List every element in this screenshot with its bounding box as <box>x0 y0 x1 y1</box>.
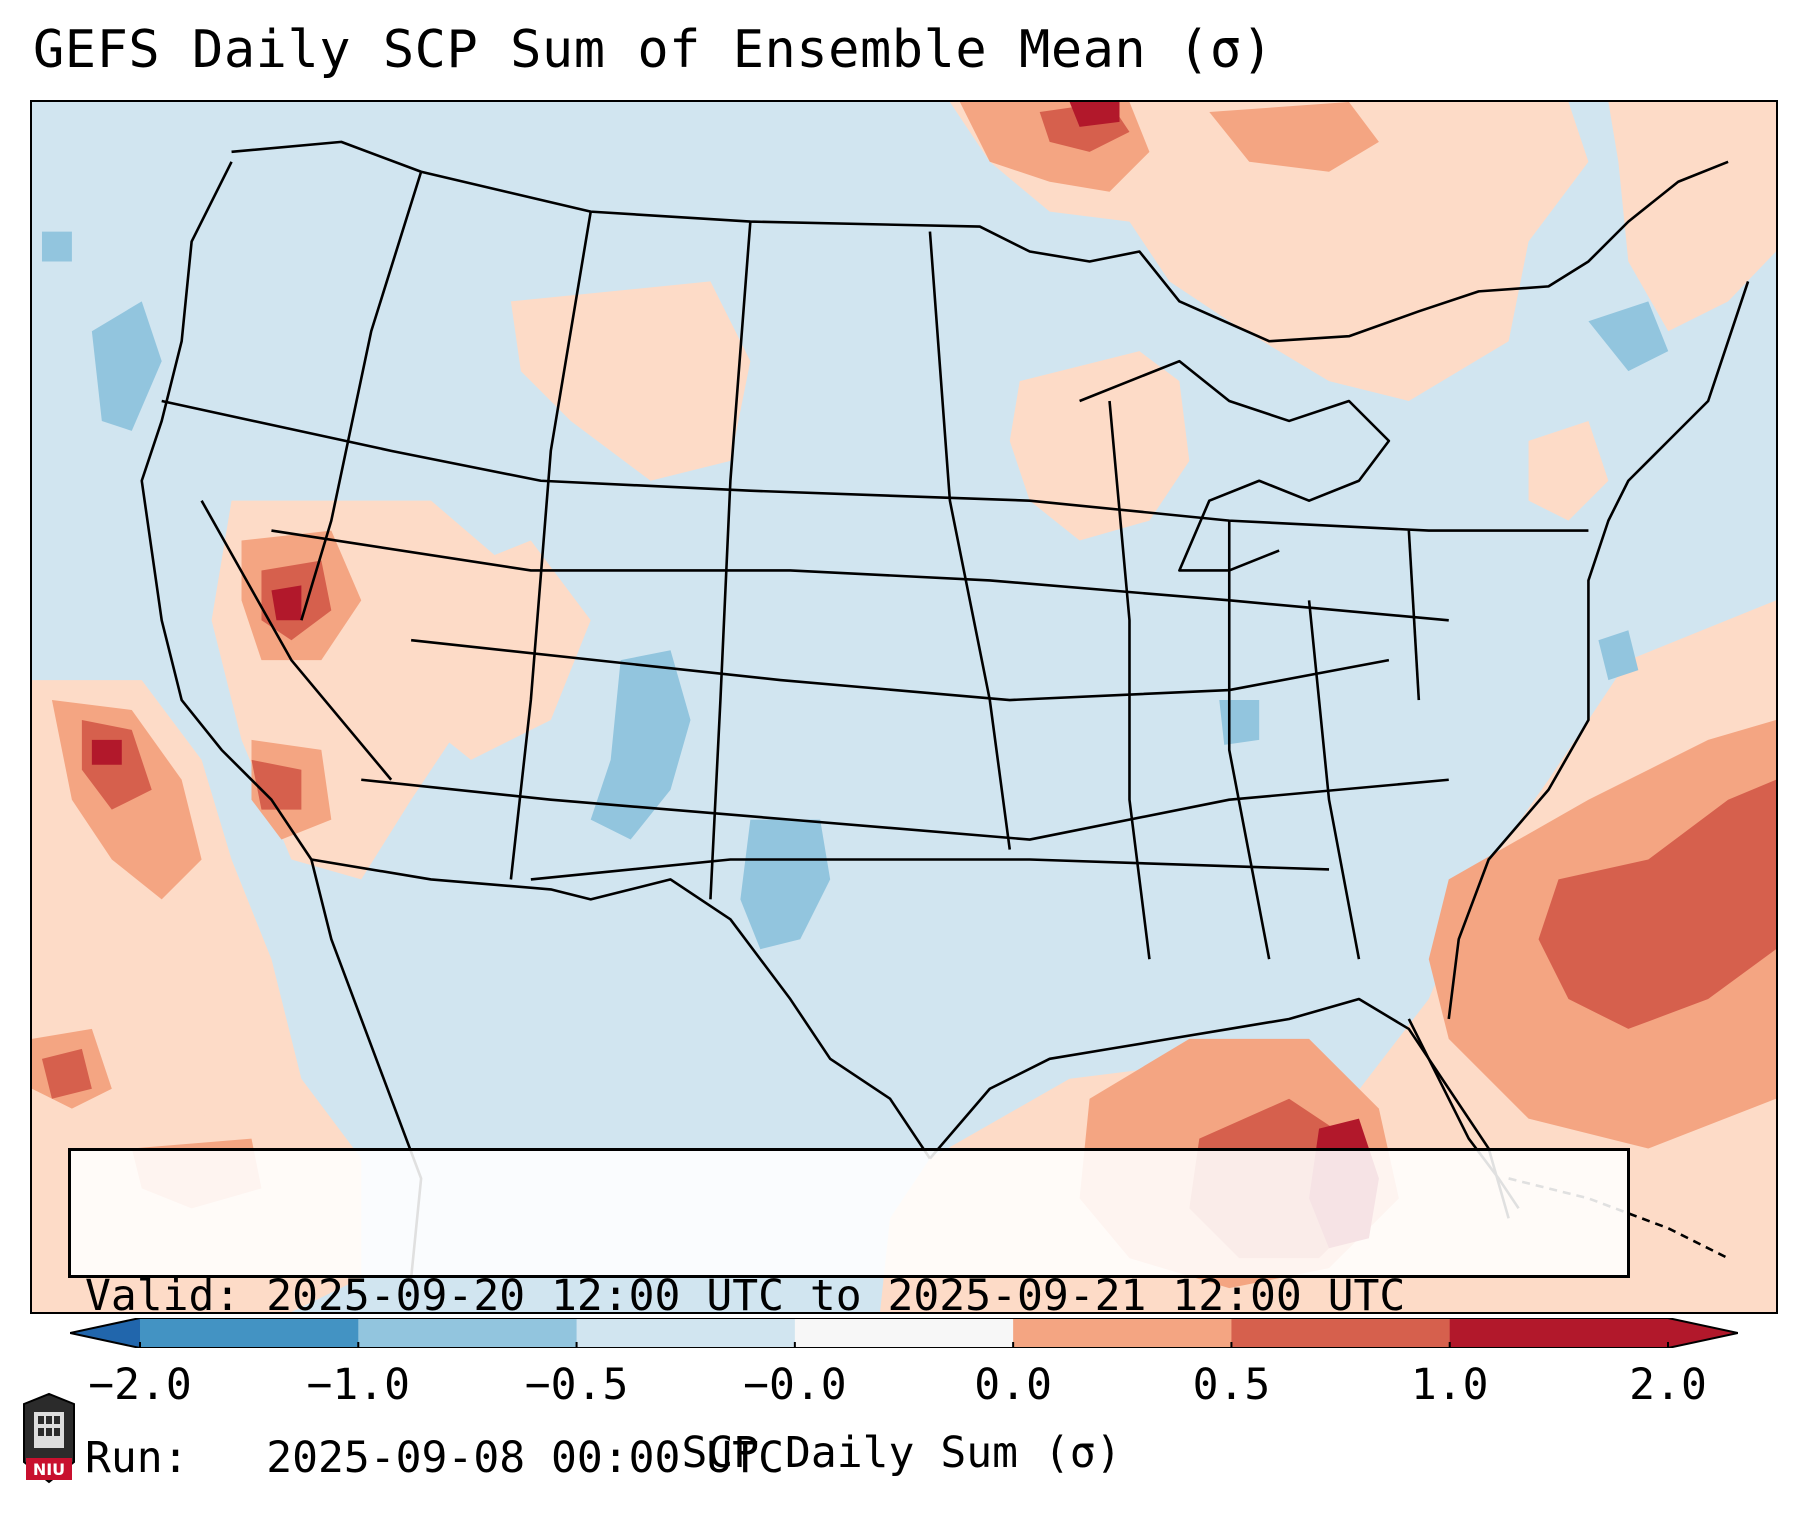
colorbar-segment-6 <box>1449 1318 1669 1348</box>
colorbar-over-extend <box>1668 1318 1738 1348</box>
great-lakes <box>1079 359 1391 572</box>
run-time-line: Run: 2025-09-08 00:00 UTC <box>85 1433 784 1483</box>
us-mexico-border <box>311 858 932 1160</box>
interior-lines <box>161 399 1589 532</box>
gulf-coast <box>928 997 1510 1219</box>
map-title: GEFS Daily SCP Sum of Ensemble Mean (σ) <box>33 20 1274 80</box>
colorbar-segment-2 <box>576 1318 796 1348</box>
colorbar-tick-label: 0.0 <box>974 1360 1052 1410</box>
colorbar-segment-1 <box>358 1318 578 1348</box>
colorbar-under-extend <box>70 1318 140 1348</box>
colorbar-tick-label: −0.0 <box>743 1360 847 1410</box>
colorbar-segment-4 <box>1013 1318 1232 1348</box>
colorbar-tick-label: 0.5 <box>1192 1360 1271 1410</box>
east-coast <box>1447 280 1750 1020</box>
valid-time-line: Valid: 2025-09-20 12:00 UTC to 2025-09-2… <box>85 1271 1406 1321</box>
colorbar-label: SCP Daily Sum (σ) <box>681 1428 1122 1478</box>
west-coast <box>140 161 313 861</box>
colorbar-segment-3 <box>794 1318 1014 1348</box>
niu-logo: NIU <box>23 1392 75 1484</box>
colorbar <box>70 1318 1738 1348</box>
colorbar-segment-5 <box>1231 1318 1451 1348</box>
anomaly-regions-negative <box>41 231 1669 950</box>
colorbar-tick-label: 2.0 <box>1629 1360 1707 1410</box>
colorbar-tick-label: 1.0 <box>1410 1360 1489 1410</box>
colorbar-tick-label: −0.5 <box>524 1360 629 1410</box>
colorbar-tick-label: −2.0 <box>88 1360 192 1410</box>
logo-text: NIU <box>33 1460 65 1479</box>
colorbar-tick-label: −1.0 <box>306 1360 411 1410</box>
colorbar-graphic <box>70 1318 1738 1348</box>
valid-time-box: Valid: 2025-09-20 12:00 UTC to 2025-09-2… <box>68 1148 1630 1483</box>
colorbar-segment-0 <box>140 1318 359 1348</box>
map-panel[interactable] <box>30 100 1778 1314</box>
cuba <box>1508 1177 1729 1260</box>
anomaly-map[interactable] <box>32 102 1776 1312</box>
